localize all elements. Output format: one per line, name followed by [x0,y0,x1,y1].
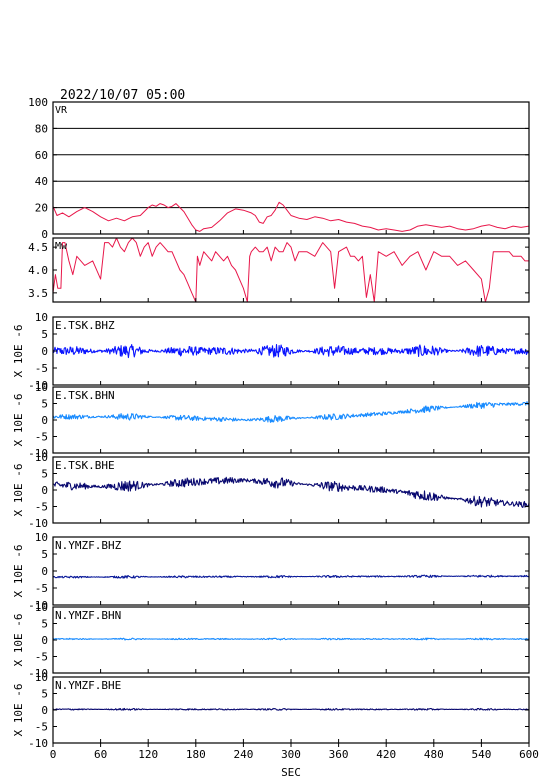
x-tick-label: 480 [424,748,444,761]
y-tick-label: 10 [35,671,48,684]
y-tick-label: 0 [41,414,48,427]
y-tick-label: 20 [35,202,48,215]
datetime-header: 2022/10/07 05:00 [60,88,185,103]
y-tick-label: -10 [28,447,48,460]
plot-frame [52,101,530,235]
series-line [52,237,529,303]
y-tick-label: 4.0 [28,264,48,277]
panel-n-ymzf-bhn: -10 -5 0 5 10 N.YMZF.BHN X 10E -6 [12,601,530,680]
series-line [52,476,530,508]
x-tick-label: 540 [471,748,491,761]
y-tick-label: 5 [41,618,48,631]
panel-title: Mw [55,241,68,252]
y-tick-label: 0 [41,228,48,241]
panel-title: VR [55,105,68,116]
series-line [52,343,530,359]
y-tick-label: -5 [35,582,48,595]
x-tick-label: 300 [281,748,301,761]
y-tick-label: 0 [41,704,48,717]
panel-mw: 3.5 4.0 4.5 Mw [28,237,530,303]
y-axis-label: X 10E -6 [12,464,25,517]
panel-e-tsk-bhz: -10 -5 0 5 10 E.TSK.BHZ X 10E -6 [12,311,530,392]
x-tick-label: 240 [233,748,253,761]
x-tick-label: 360 [329,748,349,761]
y-axis-label: X 10E -6 [12,545,25,598]
y-tick-label: -5 [35,721,48,734]
y-tick-label: 3.5 [28,287,48,300]
y-tick-label: -10 [28,737,48,750]
y-tick-label: 0 [41,484,48,497]
y-tick-label: 5 [41,468,48,481]
x-tick-label: 120 [138,748,158,761]
series-line [52,401,530,423]
series-line [52,637,530,641]
panel-title: N.YMZF.BHE [55,679,121,692]
panel-e-tsk-bhe: -10 -5 0 5 10 E.TSK.BHE X 10E -6 [12,451,530,530]
plot-frame [52,386,530,454]
series-line [52,574,530,579]
y-tick-label: -5 [35,651,48,664]
x-tick-label: 600 [519,748,539,761]
y-tick-label: 60 [35,149,48,162]
x-tick-label: 60 [94,748,107,761]
x-axis-label: SEC [281,766,301,779]
y-tick-label: 0 [41,565,48,578]
y-tick-label: -5 [35,362,48,375]
x-axis: 0 60 120 180 240 300 360 420 480 540 600 SEC [50,743,539,779]
y-tick-label: 10 [35,601,48,614]
panel-title: E.TSK.BHN [55,389,115,402]
y-axis-label: X 10E -6 [12,614,25,667]
y-tick-label: 10 [35,381,48,394]
y-axis-label: X 10E -6 [12,684,25,737]
y-tick-label: 80 [35,122,48,135]
panel-n-ymzf-bhz: -10 -5 0 5 10 N.YMZF.BHZ X 10E -6 [12,531,530,612]
y-tick-label: -10 [28,599,48,612]
y-tick-label: 10 [35,531,48,544]
y-tick-label: -10 [28,379,48,392]
y-tick-label: 5 [41,548,48,561]
y-axis-label: X 10E -6 [12,325,25,378]
y-tick-label: -5 [35,431,48,444]
y-tick-label: 5 [41,328,48,341]
y-tick-label: 0 [41,634,48,647]
series-line [52,201,530,232]
y-axis-label: X 10E -6 [12,394,25,447]
x-tick-label: 420 [376,748,396,761]
panel-title: E.TSK.BHZ [55,319,115,332]
panel-e-tsk-bhn: -10 -5 0 5 10 E.TSK.BHN X 10E -6 [12,381,530,460]
y-tick-label: 40 [35,175,48,188]
y-tick-label: -5 [35,501,48,514]
x-tick-label: 180 [186,748,206,761]
y-tick-label: 0 [41,345,48,358]
plot-frame [52,536,530,606]
y-tick-label: -10 [28,667,48,680]
panel-title: N.YMZF.BHN [55,609,121,622]
x-tick-label: 0 [50,748,57,761]
panel-vr: 0 20 40 60 80 100 VR [28,96,530,241]
y-tick-label: 5 [41,398,48,411]
y-tick-label: 4.5 [28,241,48,254]
panel-n-ymzf-bhe: -10 -5 0 5 10 N.YMZF.BHE X 10E -6 [12,671,530,750]
y-tick-label: 5 [41,688,48,701]
y-tick-label: -10 [28,517,48,530]
y-tick-label: 10 [35,311,48,324]
series-line [52,707,530,711]
plot-frame [52,606,530,674]
panel-title: N.YMZF.BHZ [55,539,122,552]
panel-title: E.TSK.BHE [55,459,115,472]
y-tick-label: 100 [28,96,48,109]
y-tick-label: 10 [35,451,48,464]
